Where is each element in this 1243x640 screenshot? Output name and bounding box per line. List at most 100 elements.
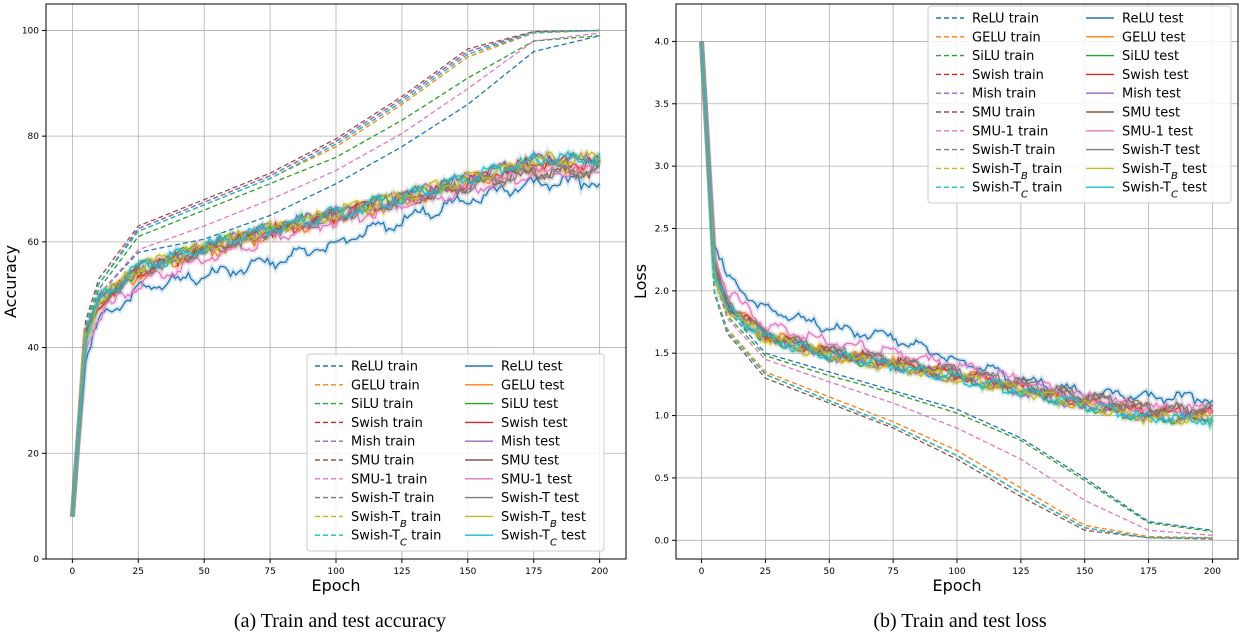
y-tick-label: 2.0 [655,287,670,297]
legend-entry: SMU-1 train [972,124,1048,139]
legend-box [306,353,605,552]
legend-entry: Swish-T train [972,143,1055,158]
x-tick-label: 0 [69,567,75,577]
series-line [700,41,1214,421]
legend-entry: SMU test [1122,106,1180,121]
series-line [71,150,601,517]
y-axis-label: Loss [631,264,650,299]
y-tick-label: 0.0 [655,536,670,546]
legend-entry: GELU test [1122,30,1186,45]
legend-entry: SMU-1 test [1122,124,1193,139]
x-tick-label: 100 [327,567,344,577]
x-tick-label: 125 [1012,567,1029,577]
x-axis-label: Epoch [933,576,982,595]
series-line [71,35,600,517]
x-tick-label: 200 [591,567,608,577]
series-line [700,41,1213,417]
legend-entry: GELU train [972,30,1041,45]
y-tick-label: 40 [28,344,40,354]
legend: ReLU train GELU train SiLU train Swish trai… [306,353,605,552]
loss-chart: 0 25 50 75 100 125 150 175 200 0.0 0.5 1.0 1.5 2.0 2.5… [631,3,1239,595]
legend-entry: SMU train [351,454,414,469]
legend-entry: Swish-T test [1122,143,1200,158]
y-tick-label: 100 [22,26,39,36]
y-tick-label: 0 [33,555,39,565]
legend-entry: SMU-1 test [501,472,572,487]
x-tick-label: 200 [1204,567,1221,577]
legend-entry: ReLU train [972,12,1039,27]
legend-entry: Swish-T train [351,491,434,506]
series-line [71,29,600,517]
legend-entry: Mish train [351,435,415,450]
legend-entry: Swish train [351,416,423,431]
y-tick-label: 0.5 [655,474,669,484]
x-tick-label: 75 [264,567,275,577]
y-tick-label: 3.5 [655,100,669,110]
y-tick-label: 80 [28,132,40,142]
x-tick-label: 25 [133,567,144,577]
legend-entry: SiLU test [1122,49,1179,64]
x-tick-label: 0 [699,567,705,577]
x-tick-label: 175 [1140,567,1157,577]
legend-entry: Swish-TB test [501,510,586,530]
legend-entry: SMU train [972,106,1035,121]
x-tick-label: 75 [887,567,898,577]
series-line [71,164,600,517]
y-tick-label: 1.5 [655,349,669,359]
legend-entry: ReLU test [1122,12,1184,27]
x-axis-label: Epoch [312,576,361,595]
legend-entry: Swish test [1122,68,1189,83]
legend-entry: ReLU train [351,360,418,375]
legend-entry: Swish-TC train [351,529,441,549]
x-tick-label: 150 [1076,567,1093,577]
legend: ReLU train GELU train SiLU train Swish trai… [927,5,1232,204]
legend-entry: Swish-TC train [972,181,1062,201]
legend-entry: Swish train [972,68,1044,83]
series-line [700,41,1214,426]
legend-entry: ReLU test [501,360,563,375]
x-tick-label: 100 [948,567,965,577]
x-tick-label: 175 [525,567,542,577]
legend-entry: Mish test [501,435,560,450]
legend-entry: Mish train [972,87,1036,102]
series-line [700,41,1213,536]
series-line [71,174,601,517]
series-line [71,35,600,517]
series-line [71,150,601,517]
y-tick-label: 1.0 [655,412,670,422]
legend-entry: GELU test [501,378,565,393]
legend-entry: Swish-T test [501,491,579,506]
y-tick-label: 60 [28,238,40,248]
legend-box [927,5,1232,204]
y-tick-label: 20 [28,449,40,459]
x-tick-label: 50 [198,567,210,577]
accuracy-chart: 0 25 50 75 100 125 150 175 200020406080100EpochA… [1,3,627,595]
legend-entry: Mish test [1122,87,1181,102]
series-line [700,41,1213,531]
legend-entry: Swish-TC test [501,529,586,549]
x-tick-label: 25 [760,567,771,577]
legend-entry: SiLU train [351,397,413,412]
series-line [700,41,1213,540]
legend-entry: GELU train [351,378,420,393]
series-line [71,32,600,517]
series-line [700,41,1213,539]
legend-entry: Swish-TB train [351,510,441,530]
x-tick-label: 125 [393,567,410,577]
legend-entry: Swish-TC test [1122,181,1207,201]
legend-entry: SiLU train [972,49,1034,64]
series-line [71,29,600,517]
y-axis-label: Accuracy [1,245,20,318]
series-line [700,41,1214,428]
legend-entry: SMU-1 train [351,472,427,487]
y-tick-label: 2.5 [655,224,669,234]
y-tick-label: 3.0 [655,162,670,172]
series-line [700,41,1213,539]
y-tick-label: 4.0 [655,37,670,47]
caption-a: (a) Train and test accuracy [233,610,447,632]
x-tick-label: 50 [824,567,836,577]
legend-entry: Swish-TB test [1122,162,1207,182]
x-tick-label: 150 [459,567,476,577]
legend-entry: Swish test [501,416,568,431]
